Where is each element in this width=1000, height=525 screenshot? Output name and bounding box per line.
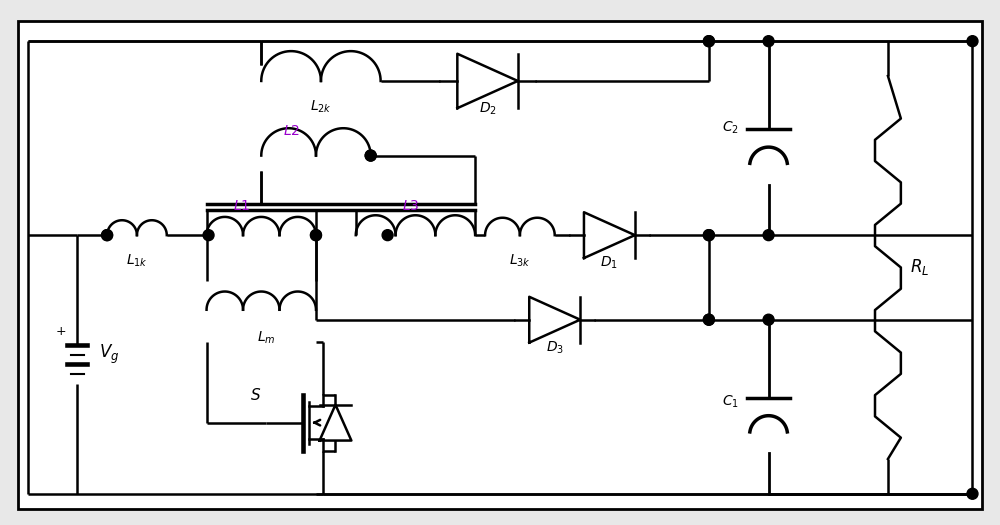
Text: $C_2$: $C_2$ [722, 120, 739, 136]
Circle shape [967, 488, 978, 499]
Text: $D_3$: $D_3$ [546, 340, 564, 356]
Circle shape [703, 36, 714, 47]
Circle shape [703, 36, 714, 47]
Text: $L3$: $L3$ [402, 200, 419, 213]
Text: $R_L$: $R_L$ [910, 257, 929, 278]
Circle shape [703, 229, 714, 240]
Text: $V_g$: $V_g$ [99, 343, 119, 366]
Text: $+$: $+$ [55, 325, 66, 338]
Circle shape [382, 229, 393, 240]
FancyBboxPatch shape [18, 22, 982, 509]
Circle shape [967, 36, 978, 47]
Text: $L_{1k}$: $L_{1k}$ [126, 253, 148, 269]
Circle shape [311, 229, 321, 240]
Text: $D_2$: $D_2$ [479, 101, 497, 117]
Text: $S$: $S$ [250, 387, 261, 403]
Circle shape [365, 150, 376, 161]
Circle shape [102, 229, 113, 240]
Circle shape [703, 314, 714, 325]
Text: $D_1$: $D_1$ [600, 255, 618, 271]
Text: $C_1$: $C_1$ [722, 394, 739, 410]
Circle shape [763, 229, 774, 240]
Text: $L_m$: $L_m$ [257, 330, 276, 346]
Circle shape [763, 314, 774, 325]
Text: $L1$: $L1$ [233, 200, 250, 213]
Circle shape [703, 229, 714, 240]
Circle shape [311, 229, 321, 240]
Circle shape [703, 314, 714, 325]
Circle shape [203, 229, 214, 240]
Circle shape [365, 150, 376, 161]
Text: $L_{3k}$: $L_{3k}$ [509, 253, 531, 269]
Text: $L_{2k}$: $L_{2k}$ [310, 99, 332, 116]
Text: $L2$: $L2$ [283, 124, 300, 138]
Circle shape [763, 36, 774, 47]
Circle shape [102, 229, 113, 240]
